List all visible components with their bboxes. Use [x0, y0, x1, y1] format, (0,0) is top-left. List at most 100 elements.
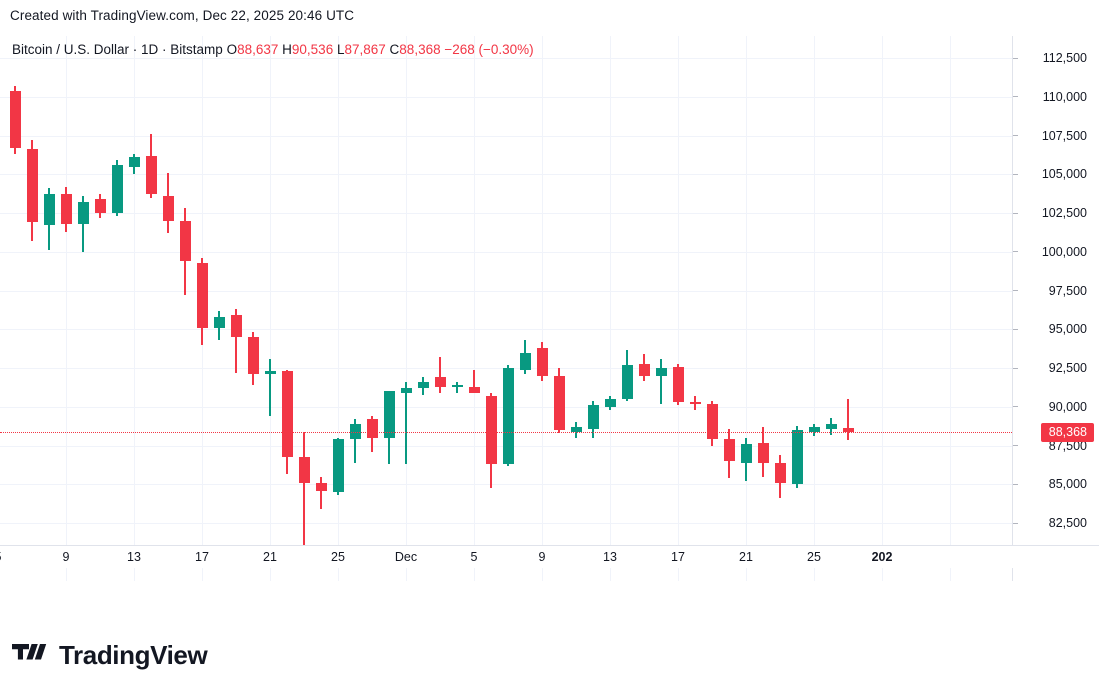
time-axis-tick: 9 [538, 550, 546, 564]
candle-body [162, 196, 174, 221]
price-tick-dash [1013, 483, 1018, 485]
candle-wick [439, 357, 441, 393]
price-tick-dash [1013, 57, 1018, 59]
candle-body [519, 352, 531, 370]
price-axis[interactable]: 112,500 110,000 107,500 105,000 102,500 100,0… [1012, 36, 1099, 604]
time-axis[interactable]: 5 9 13 17 21 25 Dec 5 9 13 17 21 25 202 [0, 545, 1099, 568]
horizontal-gridline [0, 135, 1012, 137]
candle-wick [405, 382, 407, 465]
candle-body [808, 427, 820, 432]
candle-body [26, 149, 38, 223]
candle-body [281, 371, 293, 457]
candle-body [672, 366, 684, 403]
legend-high-value: 90,536 [291, 42, 334, 57]
candle-body [128, 157, 140, 167]
price-axis-tick: 82,500 [1012, 515, 1099, 531]
candle-body [485, 396, 497, 465]
tradingview-brand: TradingView [12, 642, 208, 668]
price-axis-tick: 102,500 [1012, 205, 1099, 221]
horizontal-gridline [0, 251, 1012, 253]
candle-body [757, 442, 769, 463]
candle-body [536, 347, 548, 376]
price-axis-tick: 110,000 [1012, 89, 1099, 105]
candle-body [434, 377, 446, 387]
price-axis-tick: 107,500 [1012, 128, 1099, 144]
candle-body [723, 439, 735, 462]
price-tick-dash [1013, 135, 1018, 137]
vertical-gridline [66, 36, 67, 581]
candle-wick [82, 196, 84, 252]
price-axis-tick: 87,500 [1012, 438, 1099, 454]
candle-body [9, 90, 21, 148]
legend-open-value: 88,637 [237, 42, 279, 57]
candle-wick [847, 398, 849, 440]
candle-body [570, 427, 582, 432]
candlestick-plot-area[interactable] [0, 36, 1012, 581]
candle-body [383, 391, 395, 438]
price-axis-tick: 85,000 [1012, 476, 1099, 492]
legend-change: −268 (−0.30%) [444, 42, 534, 57]
candle-body [740, 444, 752, 463]
candle-wick [320, 476, 322, 510]
price-tick-dash [1013, 290, 1018, 292]
price-tick-dash [1013, 173, 1018, 175]
candle-body [298, 456, 310, 483]
vertical-gridline [338, 36, 339, 581]
horizontal-gridline [0, 58, 1012, 59]
candle-body [315, 482, 327, 491]
vertical-gridline [474, 36, 475, 581]
candle-body [706, 403, 718, 440]
footer: TradingView [0, 604, 1099, 692]
candle-wick [473, 369, 475, 393]
price-tick-dash [1013, 212, 1018, 214]
candle-body [247, 337, 259, 375]
candle-body [502, 368, 514, 465]
candle-body [468, 386, 480, 393]
chart-frame: Bitcoin / U.S. Dollar · 1D · Bitstamp O8… [0, 36, 1099, 604]
candle-body [179, 220, 191, 262]
horizontal-gridline [0, 484, 1012, 486]
tradingview-logo-icon [12, 643, 47, 659]
price-tick-dash [1013, 367, 1018, 369]
horizontal-gridline [0, 290, 1012, 292]
candle-body [417, 382, 429, 389]
price-axis-tick: 95,000 [1012, 321, 1099, 337]
horizontal-gridline [0, 523, 1012, 525]
vertical-gridline [270, 36, 271, 581]
time-axis-tick: 5 [0, 549, 1, 565]
vertical-gridline [950, 36, 951, 581]
price-axis-tick: 100,000 [1012, 244, 1099, 260]
candle-body [825, 423, 837, 429]
time-axis-tick: 21 [263, 550, 277, 564]
price-axis-tick: 105,000 [1012, 166, 1099, 182]
candle-body [196, 262, 208, 328]
time-axis-tick: 25 [331, 550, 345, 564]
time-axis-tick: 202 [871, 550, 893, 564]
price-tick-dash [1013, 96, 1018, 98]
candle-wick [660, 358, 662, 404]
horizontal-gridline [0, 174, 1012, 176]
legend-low-key: L [336, 42, 345, 57]
time-axis-tick: 13 [603, 550, 617, 564]
candle-wick [388, 433, 390, 465]
time-axis-tick: Dec [394, 550, 418, 564]
candle-body [638, 363, 650, 376]
price-tick-dash [1013, 445, 1018, 447]
candle-body [349, 423, 361, 440]
legend-low-value: 87,867 [344, 42, 386, 57]
candle-body [689, 402, 701, 404]
legend-close-key: C [389, 42, 400, 57]
candle-wick [456, 382, 458, 393]
candle-body [264, 371, 276, 375]
candle-body [366, 419, 378, 438]
candle-body [791, 430, 803, 485]
time-axis-tick: 25 [807, 550, 821, 564]
candle-body [94, 199, 106, 214]
time-axis-tick: 5 [470, 550, 478, 564]
legend-high-key: H [282, 42, 292, 57]
candle-body [451, 385, 463, 387]
candle-body [604, 399, 616, 407]
price-tick-dash [1013, 406, 1018, 408]
vertical-gridline [882, 36, 883, 581]
vertical-gridline [746, 36, 747, 581]
